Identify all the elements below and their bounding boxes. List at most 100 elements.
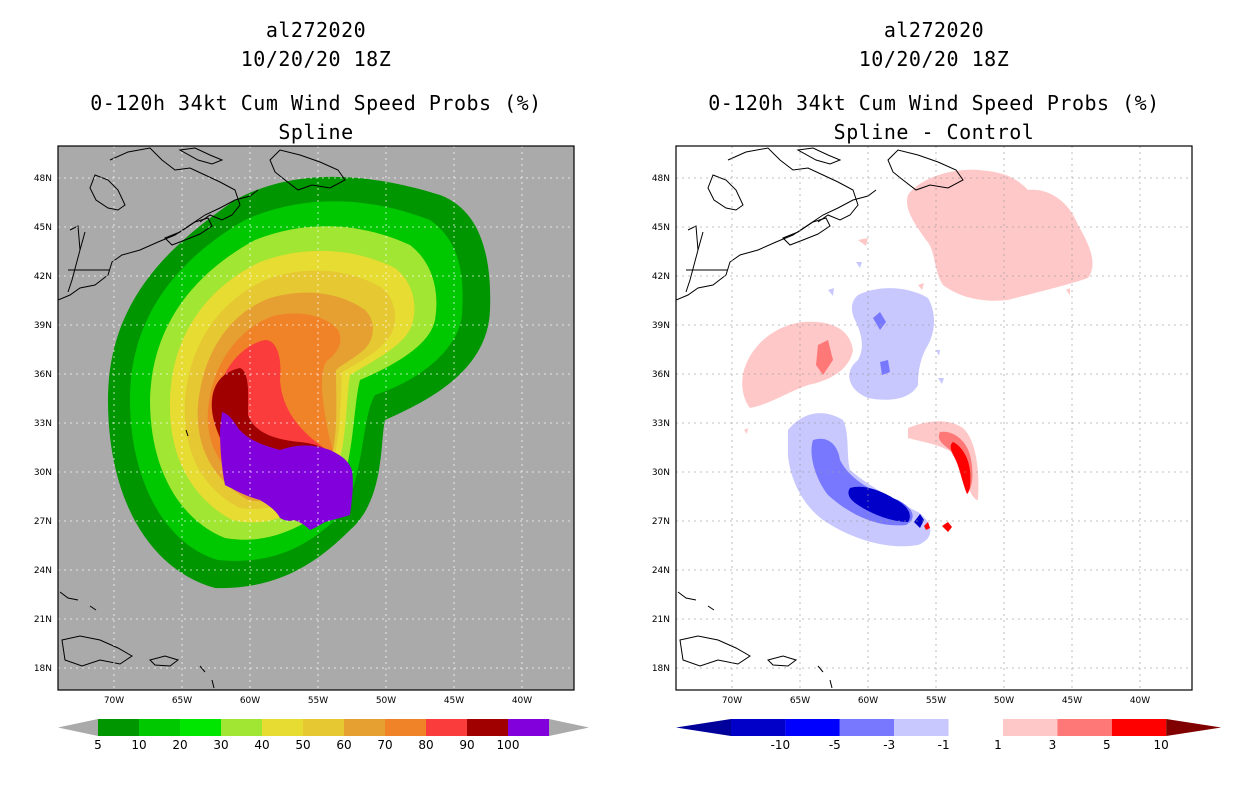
lon-label: 45W xyxy=(1062,696,1082,706)
lon-label: 70W xyxy=(722,696,742,706)
right-colorbar: -10 -5 -3 -1 1 3 5 10 xyxy=(676,719,1222,752)
colorbar-label: 90 xyxy=(459,738,474,752)
diff-area-central xyxy=(849,288,934,400)
colorbar-label: 70 xyxy=(377,738,392,752)
colorbar-label: 3 xyxy=(1049,738,1057,752)
lat-label: 21N xyxy=(652,615,670,625)
colorbar-swatch xyxy=(467,719,508,736)
colorbar-high-arrow xyxy=(549,719,589,736)
colorbar-label: 60 xyxy=(336,738,351,752)
colorbar-swatch xyxy=(894,719,949,736)
colorbar-swatch xyxy=(139,719,180,736)
diff-core-negative-2 xyxy=(848,486,910,522)
colorbar-swatch xyxy=(948,719,1003,736)
lat-label: 36N xyxy=(652,370,670,380)
lat-label: 39N xyxy=(34,321,52,331)
left-map-panel: 70W 65W 60W 55W 50W 45W 40W 48N 45N 42N … xyxy=(34,145,589,752)
colorbar-swatch xyxy=(385,719,426,736)
right-lon-labels: 70W 65W 60W 55W 50W 45W 40W xyxy=(722,696,1150,706)
colorbar-swatch xyxy=(1003,719,1058,736)
left-lat-labels: 48N 45N 42N 39N 36N 33N 30N 27N 24N 21N … xyxy=(34,174,52,674)
lat-label: 42N xyxy=(34,272,52,282)
lat-label: 27N xyxy=(652,517,670,527)
contour-100 xyxy=(220,412,353,530)
colorbar-label: 1 xyxy=(994,738,1002,752)
right-map-panel: 70W 65W 60W 55W 50W 45W 40W 48N 45N 42N … xyxy=(652,145,1222,752)
lon-label: 40W xyxy=(1130,696,1150,706)
colorbar-low-arrow xyxy=(58,719,98,736)
colorbar-swatch xyxy=(221,719,262,736)
lat-label: 18N xyxy=(652,664,670,674)
diff-core-positive-4 xyxy=(924,522,952,532)
right-title-datetime: 10/20/20 18Z xyxy=(858,47,1010,71)
colorbar-swatch xyxy=(508,719,549,736)
right-difference-areas xyxy=(742,169,1093,547)
colorbar-label: -5 xyxy=(829,738,841,752)
colorbar-label: 20 xyxy=(172,738,187,752)
colorbar-label: 100 xyxy=(497,738,520,752)
left-probability-contours xyxy=(108,176,491,589)
lat-label: 39N xyxy=(652,321,670,331)
colorbar-swatch xyxy=(303,719,344,736)
right-title-method: Spline - Control xyxy=(833,120,1035,144)
lat-label: 30N xyxy=(652,468,670,478)
lat-label: 18N xyxy=(34,664,52,674)
lat-label: 36N xyxy=(34,370,52,380)
colorbar-swatch xyxy=(98,719,139,736)
left-panel-title: al272020 10/20/20 18Z 0-120h 34kt Cum Wi… xyxy=(58,16,574,147)
lat-label: 45N xyxy=(34,223,52,233)
right-lat-labels: 48N 45N 42N 39N 36N 33N 30N 27N 24N 21N … xyxy=(652,174,670,674)
colorbar-swatch xyxy=(731,719,786,736)
lat-label: 24N xyxy=(652,566,670,576)
diff-core-positive-3 xyxy=(950,442,971,494)
left-colorbar: 5 10 20 30 40 50 60 70 80 90 100 xyxy=(58,719,589,752)
colorbar-label: 40 xyxy=(254,738,269,752)
left-coastlines xyxy=(58,147,346,689)
diff-core-positive-1 xyxy=(816,340,833,375)
colorbar-swatch xyxy=(344,719,385,736)
lat-label: 27N xyxy=(34,517,52,527)
right-gridlines xyxy=(676,146,1192,690)
lon-label: 70W xyxy=(104,696,124,706)
lon-label: 65W xyxy=(790,696,810,706)
lat-label: 45N xyxy=(652,223,670,233)
lat-label: 21N xyxy=(34,615,52,625)
lon-label: 50W xyxy=(376,696,396,706)
left-gridlines xyxy=(58,146,574,690)
colorbar-label: 10 xyxy=(131,738,146,752)
colorbar-label: 80 xyxy=(418,738,433,752)
lon-label: 60W xyxy=(858,696,878,706)
lat-label: 33N xyxy=(652,419,670,429)
lat-label: 30N xyxy=(34,468,52,478)
lon-label: 55W xyxy=(308,696,328,706)
colorbar-swatch xyxy=(1111,719,1167,736)
colorbar-low-arrow xyxy=(676,719,731,736)
colorbar-swatch xyxy=(1057,719,1112,736)
colorbar-swatch xyxy=(785,719,840,736)
lat-label: 42N xyxy=(652,272,670,282)
diff-core-negative-4 xyxy=(914,514,924,528)
left-title-datetime: 10/20/20 18Z xyxy=(240,47,392,71)
colorbar-label: 5 xyxy=(94,738,102,752)
colorbar-label: -3 xyxy=(883,738,895,752)
colorbar-high-arrow xyxy=(1166,719,1222,736)
diff-area-northeast xyxy=(907,169,1093,301)
left-lon-labels: 70W 65W 60W 55W 50W 45W 40W xyxy=(104,696,532,706)
lon-label: 50W xyxy=(994,696,1014,706)
left-title-product: 0-120h 34kt Cum Wind Speed Probs (%) xyxy=(90,91,542,115)
lon-label: 40W xyxy=(512,696,532,706)
colorbar-label: 10 xyxy=(1154,738,1169,752)
right-title-storm-id: al272020 xyxy=(883,18,985,42)
left-title-storm-id: al272020 xyxy=(265,18,367,42)
lat-label: 33N xyxy=(34,419,52,429)
colorbar-label: 50 xyxy=(295,738,310,752)
lon-label: 60W xyxy=(240,696,260,706)
right-title-product: 0-120h 34kt Cum Wind Speed Probs (%) xyxy=(708,91,1160,115)
lon-label: 55W xyxy=(926,696,946,706)
right-map-frame xyxy=(675,145,1193,691)
lat-label: 24N xyxy=(34,566,52,576)
left-title-method: Spline xyxy=(278,120,354,144)
lat-label: 48N xyxy=(652,174,670,184)
right-panel-title: al272020 10/20/20 18Z 0-120h 34kt Cum Wi… xyxy=(676,16,1192,147)
left-map-frame xyxy=(57,145,575,691)
